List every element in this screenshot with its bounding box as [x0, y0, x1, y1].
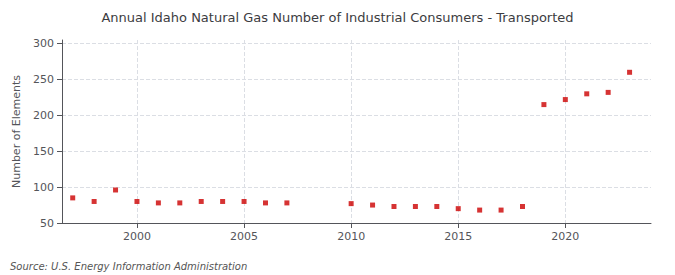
svg-text:2000: 2000 [123, 230, 151, 243]
svg-text:2020: 2020 [551, 230, 579, 243]
svg-text:2005: 2005 [230, 230, 258, 243]
svg-text:250: 250 [33, 73, 54, 86]
svg-text:2010: 2010 [337, 230, 365, 243]
svg-text:2015: 2015 [444, 230, 472, 243]
svg-text:300: 300 [33, 37, 54, 50]
svg-text:50: 50 [40, 217, 54, 230]
svg-text:Source: U.S. Energy Informatio: Source: U.S. Energy Information Administ… [10, 261, 247, 272]
svg-text:150: 150 [33, 145, 54, 158]
svg-text:200: 200 [33, 109, 54, 122]
svg-text:100: 100 [33, 181, 54, 194]
svg-text:Number of Elements: Number of Elements [10, 75, 23, 188]
svg-text:Annual Idaho Natural Gas Numbe: Annual Idaho Natural Gas Number of Indus… [101, 10, 573, 25]
